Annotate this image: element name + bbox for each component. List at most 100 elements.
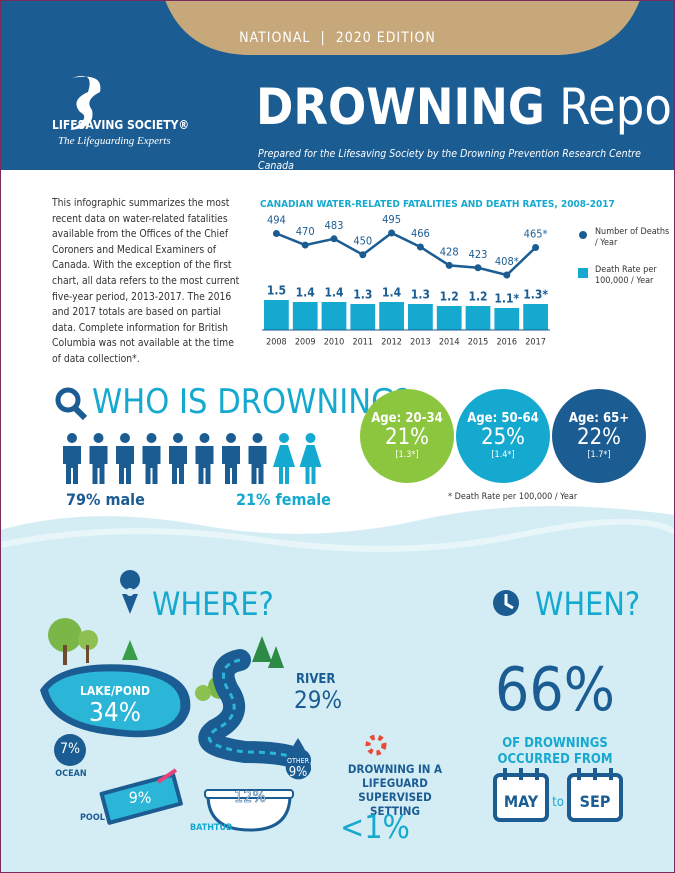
x-tick-label: 2009 bbox=[295, 338, 316, 348]
person-head bbox=[200, 433, 210, 443]
point-label: 483 bbox=[325, 219, 344, 232]
point bbox=[302, 242, 309, 249]
person-body bbox=[249, 446, 267, 484]
point-label: 408* bbox=[495, 255, 519, 268]
ocean-pct: 7% bbox=[54, 741, 86, 757]
person-body bbox=[300, 445, 322, 484]
person-body bbox=[90, 446, 108, 484]
when-pct: 66% bbox=[490, 655, 620, 725]
x-tick-label: 2012 bbox=[381, 338, 402, 348]
bathtub-label: BATHTUB bbox=[190, 823, 232, 833]
river-pct: 29% bbox=[294, 686, 342, 714]
point bbox=[417, 244, 424, 251]
point-label: 470 bbox=[296, 225, 315, 238]
when-title: WHEN? bbox=[535, 585, 640, 623]
bar bbox=[466, 306, 491, 330]
point-label: 466 bbox=[411, 227, 430, 240]
point-label: 465* bbox=[524, 227, 548, 240]
legend-marker bbox=[578, 268, 588, 278]
river-label: RIVER bbox=[296, 672, 335, 687]
ocean-label: OCEAN bbox=[46, 769, 96, 779]
person-body bbox=[116, 446, 134, 484]
age-label: Age: 20-34 bbox=[360, 411, 454, 426]
bathtub-pct: 12% bbox=[225, 787, 275, 806]
x-tick-label: 2017 bbox=[525, 338, 546, 348]
person-body bbox=[63, 446, 81, 484]
x-tick-label: 2008 bbox=[266, 338, 287, 348]
point-label: 450 bbox=[353, 235, 372, 248]
tagline: The Lifeguarding Experts bbox=[58, 135, 171, 147]
point-label: 428 bbox=[440, 245, 459, 258]
person-head bbox=[120, 433, 130, 443]
person-head bbox=[306, 433, 316, 443]
bar-label: 1.5 bbox=[267, 284, 286, 298]
bar bbox=[264, 300, 289, 330]
legend-label: Number of Deaths / Year bbox=[595, 227, 670, 249]
bar bbox=[494, 308, 519, 330]
point bbox=[359, 251, 366, 258]
bar-label: 1.2 bbox=[468, 290, 487, 304]
when-text: OF DROWNINGS OCCURRED FROM bbox=[490, 736, 620, 768]
bar bbox=[322, 302, 347, 330]
age-pct: 22% bbox=[552, 426, 646, 450]
month-to: to bbox=[547, 795, 569, 810]
bar-label: 1.3 bbox=[353, 288, 372, 302]
bar bbox=[379, 302, 404, 330]
line bbox=[276, 233, 535, 275]
month-from: MAY bbox=[495, 792, 547, 811]
lake-pct: 34% bbox=[80, 698, 150, 728]
chart: CANADIAN WATER-RELATED FATALITIES AND DE… bbox=[250, 190, 670, 360]
edition: NATIONAL | 2020 EDITION bbox=[0, 30, 675, 46]
legend-marker bbox=[579, 231, 587, 239]
legend-item: Death Rate per 100,000 / Year bbox=[595, 265, 670, 295]
subtitle: Prepared for the Lifesaving Society by t… bbox=[258, 148, 675, 172]
female-label: 21% female bbox=[236, 490, 331, 509]
bar-label: 1.3* bbox=[523, 288, 548, 302]
bar bbox=[350, 304, 375, 330]
legend-label: Death Rate per 100,000 / Year bbox=[595, 265, 670, 287]
age-rate: [1.4*] bbox=[456, 450, 550, 460]
lifeguard-pct: <1% bbox=[340, 808, 410, 846]
who-title: WHO IS DROWNING? bbox=[52, 382, 411, 422]
bar-label: 1.1* bbox=[494, 292, 519, 306]
age-circle: Age: 20-3421%[1.3*] bbox=[360, 389, 454, 483]
x-tick-label: 2011 bbox=[352, 338, 373, 348]
x-tick-label: 2015 bbox=[468, 338, 489, 348]
bar bbox=[408, 304, 433, 330]
person-body bbox=[273, 445, 295, 484]
bar bbox=[523, 304, 548, 330]
age-label: Age: 65+ bbox=[552, 411, 646, 426]
x-tick-label: 2010 bbox=[324, 338, 345, 348]
person-head bbox=[173, 433, 183, 443]
person-body bbox=[143, 446, 161, 484]
pool-label: POOL bbox=[80, 813, 105, 823]
person-head bbox=[94, 433, 104, 443]
age-pct: 21% bbox=[360, 426, 454, 450]
person-body bbox=[169, 446, 187, 484]
intro: This infographic summarizes the most rec… bbox=[52, 196, 242, 368]
age-label: Age: 50-64 bbox=[456, 411, 550, 426]
footnote: * Death Rate per 100,000 / Year bbox=[448, 492, 577, 502]
where-title: WHERE? bbox=[152, 585, 274, 623]
bar-label: 1.3 bbox=[411, 288, 430, 302]
chart-title: CANADIAN WATER-RELATED FATALITIES AND DE… bbox=[260, 199, 615, 210]
age-circle: Age: 65+22%[1.7*] bbox=[552, 389, 646, 483]
point bbox=[475, 264, 482, 271]
other-pct: 9% bbox=[283, 765, 313, 780]
x-tick-label: 2014 bbox=[439, 338, 460, 348]
month-until: SEP bbox=[569, 792, 621, 811]
bar bbox=[293, 302, 318, 330]
point-label: 495 bbox=[382, 213, 401, 226]
person-body bbox=[222, 446, 240, 484]
people-icons bbox=[60, 432, 340, 487]
point bbox=[273, 230, 280, 237]
legend-item: Number of Deaths / Year bbox=[595, 227, 670, 257]
x-tick-label: 2016 bbox=[496, 338, 517, 348]
person-head bbox=[147, 433, 157, 443]
point-label: 494 bbox=[267, 213, 286, 226]
age-rate: [1.7*] bbox=[552, 450, 646, 460]
bar-label: 1.2 bbox=[440, 290, 459, 304]
point bbox=[446, 262, 453, 269]
person-body bbox=[196, 446, 214, 484]
